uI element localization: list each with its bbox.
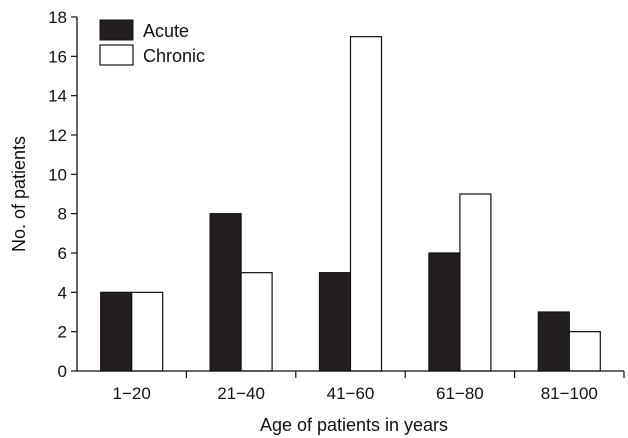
bar-chronic-4 (459, 193, 492, 372)
bars-layer (100, 36, 601, 372)
bar-acute-3 (318, 272, 352, 372)
legend: Acute Chronic (99, 19, 205, 66)
y-tick-label: 12 (48, 126, 67, 145)
bar-chronic-1 (131, 291, 164, 372)
y-tick-label: 4 (58, 283, 67, 302)
y-ticks: 0 2 4 6 8 10 12 14 16 18 (48, 8, 77, 381)
bar-chronic-2 (240, 272, 273, 372)
y-tick-label: 10 (48, 165, 67, 184)
x-tick-label: 61−80 (436, 384, 484, 403)
y-tick-label: 6 (58, 244, 67, 263)
bar-chronic-5 (568, 331, 601, 372)
y-tick-label: 0 (58, 362, 67, 381)
x-tick-label: 1−20 (113, 384, 151, 403)
x-axis-title: Age of patients in years (260, 415, 448, 435)
bar-acute-5 (537, 311, 570, 372)
axes-layer (76, 17, 624, 372)
legend-swatch-acute (99, 19, 134, 41)
y-tick-label: 16 (48, 47, 67, 66)
y-axis-title: No. of patients (9, 136, 29, 252)
y-tick-label: 2 (58, 323, 67, 342)
legend-label-acute: Acute (143, 21, 189, 41)
x-tick-label: 81−100 (541, 384, 598, 403)
y-tick-label: 8 (58, 205, 67, 224)
legend-swatch-chronic (99, 44, 134, 66)
y-tick-label: 14 (48, 87, 67, 106)
y-tick-label: 18 (48, 8, 67, 27)
x-tick-label: 21−40 (217, 384, 265, 403)
legend-label-chronic: Chronic (143, 46, 205, 66)
x-ticks: 1−20 21−40 41−60 61−80 81−100 (113, 371, 625, 403)
x-tick-label: 41−60 (327, 384, 375, 403)
bar-acute-4 (428, 252, 461, 372)
bar-acute-2 (209, 213, 242, 372)
bar-chronic-3 (349, 36, 383, 372)
bar-acute-1 (100, 291, 133, 372)
